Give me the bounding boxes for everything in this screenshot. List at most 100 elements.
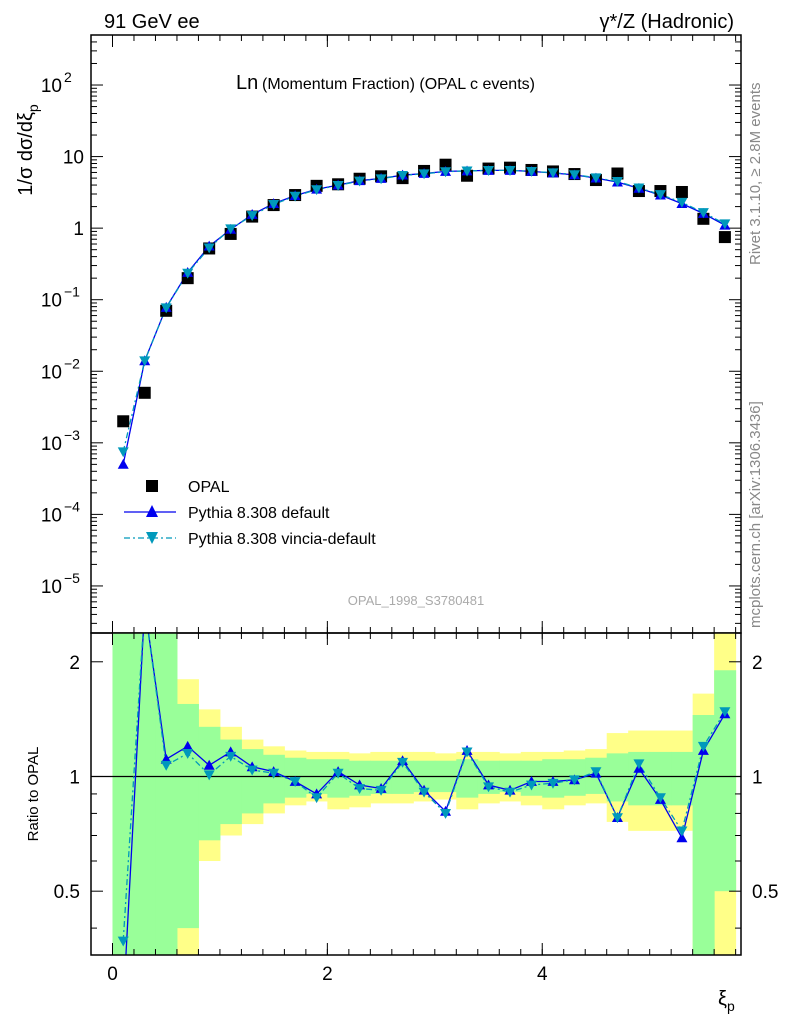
main-point-pythia-vincia — [483, 166, 495, 176]
main-point-opal — [138, 386, 151, 399]
ratio-band-stat — [370, 760, 393, 794]
main-point-pythia-vincia — [568, 170, 580, 181]
main-point-pythia-vincia — [375, 174, 387, 185]
main-point-pythia-vincia — [611, 176, 623, 187]
ratio-point-pythia-vincia — [676, 826, 688, 837]
legend-triangle-down-marker — [146, 532, 158, 544]
ratio-point-pythia-vincia — [397, 757, 409, 768]
main-point-pythia-vincia — [117, 447, 129, 458]
legend-square-marker — [146, 480, 158, 492]
main-y-tick-exponent: −3 — [64, 427, 80, 443]
ratio-band-stat — [348, 760, 371, 796]
ratio-band-stat — [241, 749, 264, 814]
legend-entry-pythia-default: Pythia 8.308 default — [124, 505, 330, 522]
ratio-y-tick-label: 0.5 — [54, 882, 80, 903]
main-point-pythia-vincia — [246, 211, 258, 222]
ratio-x-tick-label: 4 — [537, 964, 548, 985]
ratio-point-pythia-vincia — [203, 770, 215, 781]
ratio-band-stat — [133, 633, 156, 955]
ratio-point-pythia-vincia — [375, 785, 387, 796]
ratio-point-pythia-vincia — [332, 768, 344, 779]
ratio-point-pythia-vincia — [719, 707, 731, 718]
ratio-band-stat — [628, 751, 651, 806]
ratio-point-pythia-vincia — [547, 778, 559, 789]
legend-entry-pythia-vincia: Pythia 8.308 vincia-default — [124, 531, 376, 548]
main-y-tick-label: 10 — [41, 291, 62, 312]
main-title-prefix: Ln — [236, 72, 258, 94]
main-point-pythia-vincia — [311, 185, 323, 196]
main-point-pythia-vincia — [354, 176, 366, 187]
ratio-band-stat — [176, 703, 199, 929]
ratio-y-tick-label: 2 — [69, 653, 80, 674]
main-point-pythia-vincia — [525, 167, 537, 177]
main-y-tick-label: 10 — [41, 577, 62, 598]
main-y-tick-exponent: 2 — [64, 69, 72, 85]
main-point-pythia-vincia — [418, 169, 430, 180]
ratio-band-stat — [714, 670, 737, 892]
ratio-panel: 0.5 0.5 1 1 2 2 0 2 4 Ratio to OPAL ξp — [25, 632, 778, 1014]
ratio-band-stat — [606, 753, 629, 802]
ratio-band-stat — [262, 754, 285, 804]
main-point-opal — [611, 167, 624, 180]
ratio-point-pythia-vincia — [461, 747, 473, 758]
ratio-point-pythia-vincia — [611, 813, 623, 824]
legend-label-pythia-vincia: Pythia 8.308 vincia-default — [188, 531, 376, 548]
main-point-pythia-vincia — [225, 224, 237, 235]
legend: OPAL Pythia 8.308 default Pythia 8.308 v… — [124, 479, 376, 548]
ratio-point-pythia-vincia — [182, 748, 194, 759]
ratio-band-stat — [112, 633, 135, 955]
main-point-opal — [117, 415, 130, 428]
ratio-point-pythia-vincia — [268, 768, 280, 779]
main-y-tick-label: 10 — [41, 434, 62, 455]
main-point-pythia-vincia — [289, 191, 301, 202]
header-left-label: 91 GeV ee — [104, 11, 200, 33]
main-y-tick-label: 10 — [41, 362, 62, 383]
ratio-y-tick-label: 1 — [69, 767, 80, 788]
main-point-pythia-vincia — [590, 173, 602, 184]
main-point-pythia-vincia — [719, 219, 731, 230]
ratio-band-stat — [692, 714, 715, 955]
ratio-point-pythia-vincia — [633, 759, 645, 770]
ratio-x-tick-label: 0 — [107, 964, 118, 985]
legend-label-opal: OPAL — [188, 479, 230, 496]
ratio-point-pythia-vincia — [160, 760, 172, 771]
main-panel: Ln (Momentum Fraction) (OPAL c events) O… — [15, 34, 742, 634]
main-point-pythia-vincia — [397, 171, 409, 181]
main-point-pythia-vincia — [697, 208, 709, 219]
ratio-uncertainty-bands — [112, 633, 737, 955]
main-y-tick-label: 1 — [73, 219, 84, 240]
ratio-point-pythia-vincia — [440, 809, 452, 819]
ratio-point-pythia-default — [182, 740, 194, 751]
legend-entry-opal: OPAL — [146, 479, 230, 496]
ratio-point-pythia-vincia — [590, 767, 602, 778]
ratio-point-pythia-vincia — [504, 787, 516, 798]
ratio-point-pythia-vincia — [246, 765, 258, 776]
main-point-pythia-vincia — [182, 268, 194, 279]
ratio-y-axis-label: Ratio to OPAL — [25, 747, 42, 842]
ratio-point-pythia-default — [676, 832, 688, 843]
main-point-pythia-vincia — [440, 167, 452, 178]
main-title-rest: (Momentum Fraction) (OPAL c events) — [262, 76, 535, 93]
ratio-y-tick-label-right: 0.5 — [752, 882, 778, 903]
main-point-pythia-vincia — [332, 181, 344, 191]
main-point-pythia-vincia — [676, 197, 688, 208]
ratio-band-stat — [477, 760, 500, 794]
ratio-point-pythia-vincia — [117, 936, 129, 947]
ratio-band-stat — [155, 633, 178, 955]
ratio-frame — [90, 632, 742, 956]
ratio-point-pythia-vincia — [418, 787, 430, 798]
main-point-pythia-default — [117, 458, 129, 469]
main-point-pythia-vincia — [160, 303, 172, 314]
main-point-opal — [675, 185, 688, 198]
main-y-tick-label: 10 — [63, 148, 84, 169]
ratio-point-pythia-vincia — [354, 784, 366, 794]
main-y-tick-exponent: −4 — [64, 498, 80, 514]
ratio-band-stat — [671, 751, 694, 806]
legend-label-pythia-default: Pythia 8.308 default — [188, 505, 330, 522]
ratio-y-tick-label-right: 2 — [752, 653, 763, 674]
main-point-opal — [718, 231, 731, 244]
main-point-pythia-vincia — [654, 190, 666, 201]
